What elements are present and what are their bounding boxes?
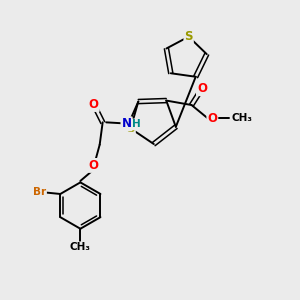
- Text: O: O: [89, 159, 99, 172]
- Text: S: S: [126, 122, 135, 135]
- Text: CH₃: CH₃: [70, 242, 91, 252]
- Text: O: O: [89, 98, 99, 111]
- Text: S: S: [184, 30, 193, 43]
- Text: O: O: [197, 82, 207, 95]
- Text: N: N: [122, 117, 131, 130]
- Text: H: H: [132, 119, 141, 129]
- Text: O: O: [207, 112, 217, 125]
- Text: Br: Br: [33, 188, 46, 197]
- Text: CH₃: CH₃: [231, 113, 252, 123]
